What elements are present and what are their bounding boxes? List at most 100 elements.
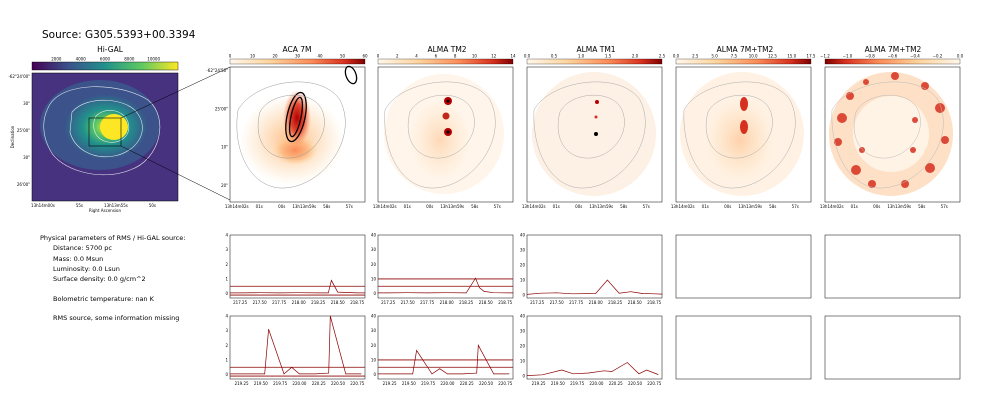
tm2-source-2	[442, 112, 450, 120]
spectrum-x-tick: 220.00	[589, 381, 603, 386]
spectrum-x-tick: 220.50	[331, 381, 345, 386]
higal-cbar-tick: 10000	[147, 57, 160, 62]
spectrum-y-tick: 20	[520, 263, 526, 268]
higal-panel	[31, 61, 231, 202]
aca7m-y-tick: 20"	[221, 183, 228, 188]
spectrum-x-tick: 218.50	[331, 300, 345, 305]
higal-cbar-tick: 6000	[100, 57, 111, 62]
tm2-x-tick: 00s	[426, 204, 433, 209]
tm1-x-tick: 01s	[553, 204, 560, 209]
spectrum-y-tick: 3	[225, 247, 228, 252]
spectrum-point	[661, 293, 663, 295]
spectrum-x-tick: 217.25	[530, 300, 544, 305]
spectrum-x-tick: 218.00	[589, 300, 603, 305]
aca7m-colorbar	[229, 58, 366, 65]
c7mtm2-cbar-tick: 17.5	[807, 54, 816, 59]
tm1-x-tick: 00s	[575, 204, 582, 209]
spectrum-point	[416, 350, 417, 351]
tm1-x-tick: 58s	[620, 204, 627, 209]
spectrum-point	[360, 373, 362, 375]
tm1-x-tick: 13h13m59s	[589, 204, 613, 209]
aca7m-x-tick: 00s	[278, 204, 285, 209]
spectrum-x-tick: 217.75	[272, 300, 286, 305]
tm1-cbar-tick: 2.5	[659, 54, 666, 59]
higal-x-tick: 13h13m55s	[104, 203, 128, 208]
spectrum-x-tick: 218.75	[498, 300, 512, 305]
spectrum-point	[239, 292, 241, 294]
spectrum-point	[626, 362, 628, 363]
c7mtm2-cbar-tick: 10.0	[749, 54, 758, 59]
zoom-line-top	[120, 66, 231, 119]
higal-cbar-tick: 8000	[124, 57, 135, 62]
spectrum-point	[508, 373, 510, 375]
spectrum-x-tick: 219.50	[254, 381, 268, 386]
spectrum-point	[542, 374, 543, 376]
tm2-x-tick: 58s	[471, 204, 478, 209]
spectrum-x-tick: 219.75	[421, 381, 435, 386]
spectrum-x-tick: 218.75	[647, 300, 661, 305]
spectrum-y-tick: 40	[371, 233, 377, 238]
spectrum-point	[259, 292, 260, 294]
tm2-cbar-tick: 6	[435, 54, 438, 59]
spectrum-point	[483, 291, 485, 292]
spectrum-line	[526, 279, 663, 295]
c7mtm2b-x-tick: 13h13m59s	[887, 204, 911, 209]
spectrum-x-tick: 217.50	[401, 300, 415, 305]
c7mtm2b-x-tick: 57s	[941, 204, 948, 209]
tm1-x-tick: 13h14m02s	[522, 204, 546, 209]
spectrum-x-tick: 220.25	[312, 381, 326, 386]
aca7m-y-tick: -62°24'50"	[206, 68, 228, 73]
aca7m-cbar-tick: 20	[272, 54, 278, 59]
aca7m-south-blob	[273, 135, 317, 165]
higal-contours	[43, 86, 161, 176]
spectrum-x-tick: 219.50	[551, 381, 565, 386]
spectrum-point	[526, 375, 528, 376]
spectrum-frame	[229, 234, 366, 299]
spectrum-y-tick: 1	[225, 357, 228, 362]
spectrum-y-tick: 4	[225, 233, 228, 238]
spectrum-point	[462, 373, 464, 375]
spectrum-point	[329, 315, 331, 317]
tm1-cbar-tick: 1.5	[605, 54, 612, 59]
spectrum-point	[447, 373, 448, 375]
spectrum-y-tick: 2	[225, 343, 228, 348]
spectrum-point	[314, 373, 316, 375]
spectrum-point	[356, 292, 358, 294]
spectrum-x-tick: 219.25	[383, 381, 397, 386]
spectrum-x-tick: 220.75	[350, 381, 364, 386]
zoom-line-bottom	[120, 145, 231, 201]
spectrum-y-tick: 30	[520, 329, 526, 334]
higal-cbar-tick: 4000	[76, 57, 87, 62]
spectrum-y-tick: 4	[225, 314, 228, 319]
spectrum-x-tick: 218.25	[459, 300, 473, 305]
spectrum-point	[611, 371, 613, 372]
c7mtm2-x-tick: 57s	[792, 204, 799, 209]
aca7m-cbar-tick: 30	[295, 54, 301, 59]
spectrum-point	[595, 293, 596, 294]
c7mtm2b-title: ALMA 7M+TM2	[864, 45, 922, 54]
spectrum-y-tick: 20	[371, 343, 377, 348]
tm2-colorbar	[377, 58, 514, 65]
higal-x-tick: 50s	[149, 203, 156, 208]
aca7m-beam-contour	[285, 91, 307, 143]
spectrum-x-tick: 217.25	[381, 300, 395, 305]
spectrum-point	[345, 373, 347, 375]
spectrum-point	[493, 292, 494, 294]
c7mtm2b-panel	[824, 58, 961, 203]
spectrum-x-tick: 218.00	[440, 300, 454, 305]
spectrum-point	[426, 292, 428, 294]
c7mtm2-x-tick: 58s	[769, 204, 776, 209]
c7mtm2-cbar-tick: 7.5	[731, 54, 738, 59]
c7mtm2-cbar-tick: 15.0	[787, 54, 796, 59]
spectrum-line	[230, 315, 362, 375]
spectrum-point	[229, 292, 231, 294]
spectrum-x-tick: 218.25	[311, 300, 325, 305]
aca7m-cbar-tick: 40	[317, 54, 323, 59]
info-luminosity: Luminosity: 0.0 Lsun	[53, 265, 120, 273]
tm2-cbar-tick: 12	[491, 54, 497, 59]
c7mtm2-source-1	[740, 97, 748, 111]
aca7m-x-tick: 01s	[256, 204, 263, 209]
higal-title: Hi-GAL	[97, 45, 123, 54]
